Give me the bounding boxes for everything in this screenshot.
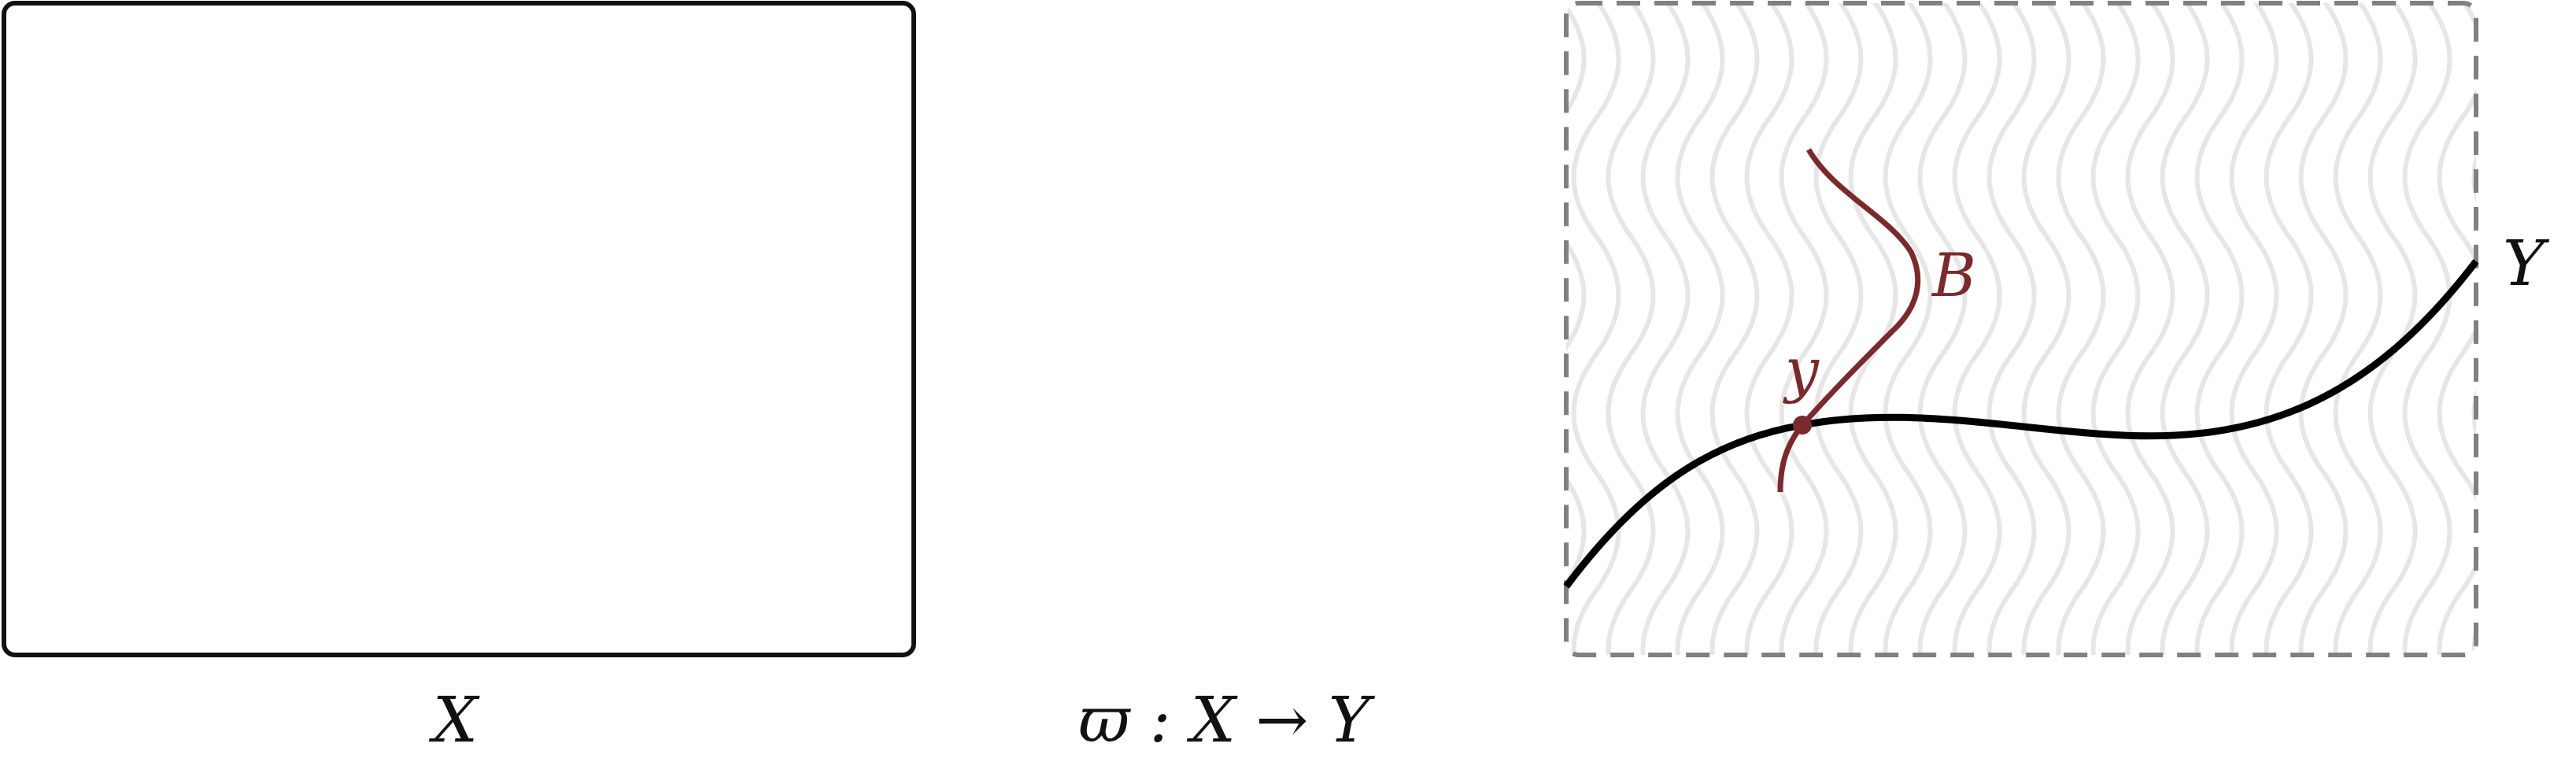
fiber-line bbox=[2229, 3, 2279, 655]
label-map: ϖ : X → Y bbox=[1078, 683, 1370, 756]
curve-y bbox=[1563, 259, 2479, 589]
space-x-box bbox=[2, 1, 916, 657]
fiber-line bbox=[2264, 3, 2314, 655]
fiber-line bbox=[2402, 3, 2452, 655]
fiber-line bbox=[2021, 3, 2072, 655]
fiber-line bbox=[2194, 3, 2245, 655]
fiber-line bbox=[1917, 3, 1968, 655]
fiber-line bbox=[2298, 3, 2349, 655]
fiber-line bbox=[1566, 3, 1587, 655]
fiber-line bbox=[2437, 3, 2476, 655]
point-y bbox=[1793, 416, 1812, 435]
fiber-line bbox=[1952, 3, 2002, 655]
fiber-line bbox=[2056, 3, 2106, 655]
fiber-line bbox=[1675, 3, 1725, 655]
fiber-line bbox=[2090, 3, 2141, 655]
fiber-line bbox=[1987, 3, 2037, 655]
label-x: X bbox=[433, 683, 478, 756]
fiber-line bbox=[1709, 3, 1760, 655]
curve-b bbox=[1777, 148, 1921, 493]
fiber-line bbox=[1883, 3, 1933, 655]
fiber-line bbox=[2333, 3, 2383, 655]
fiber-line bbox=[1571, 3, 1621, 655]
space-y-dashed-box bbox=[1564, 1, 2478, 657]
fiber-line bbox=[1606, 3, 1656, 655]
fiber-line bbox=[1744, 3, 1794, 655]
fiber-line bbox=[2471, 3, 2476, 655]
label-y: Y bbox=[2503, 227, 2545, 300]
fiber-line bbox=[1813, 3, 1864, 655]
fiber-line bbox=[1779, 3, 1829, 655]
fiber-line bbox=[2160, 3, 2210, 655]
label-point-y: y bbox=[1785, 335, 1819, 405]
fiber-pattern bbox=[1505, 0, 2476, 708]
fiber-line bbox=[2125, 3, 2175, 655]
fiber-line bbox=[1640, 3, 1691, 655]
label-b: B bbox=[1932, 240, 1976, 310]
fiber-line bbox=[1505, 0, 1550, 708]
